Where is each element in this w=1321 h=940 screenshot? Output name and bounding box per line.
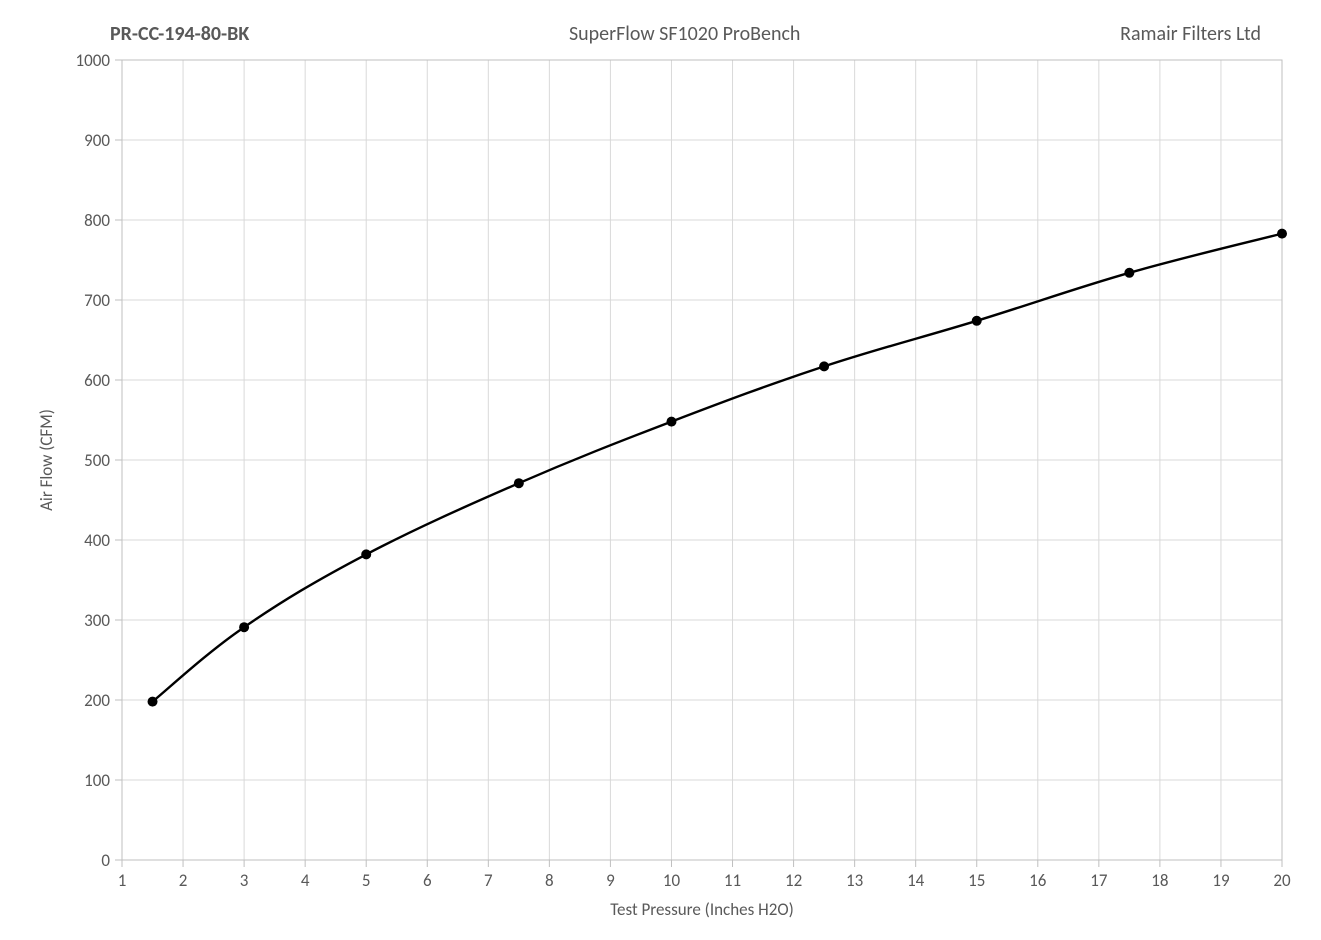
x-tick-label: 10	[663, 870, 681, 891]
x-tick-label: 14	[907, 870, 925, 891]
data-point	[361, 549, 371, 559]
y-tick-label: 700	[84, 290, 110, 311]
x-tick-label: 11	[724, 870, 741, 891]
x-tick-label: 17	[1090, 870, 1108, 891]
x-tick-label: 15	[968, 870, 985, 891]
y-tick-label: 900	[84, 130, 110, 151]
x-tick-label: 5	[362, 870, 371, 891]
data-point	[148, 697, 158, 707]
data-point	[1277, 229, 1287, 239]
x-tick-label: 19	[1212, 870, 1230, 891]
y-tick-label: 600	[84, 370, 110, 391]
y-tick-label: 300	[84, 610, 110, 631]
x-tick-label: 20	[1273, 870, 1291, 891]
y-tick-label: 200	[84, 690, 110, 711]
part-number: PR-CC-194-80-BK	[110, 22, 249, 46]
flow-chart: 1234567891011121314151617181920010020030…	[0, 0, 1321, 940]
data-point	[239, 622, 249, 632]
data-point	[666, 417, 676, 427]
x-tick-label: 1	[118, 870, 127, 891]
y-tick-label: 1000	[76, 50, 111, 71]
x-tick-label: 16	[1029, 870, 1047, 891]
data-point	[1124, 268, 1134, 278]
x-tick-label: 2	[179, 870, 188, 891]
x-tick-label: 8	[545, 870, 554, 891]
y-tick-label: 800	[84, 210, 110, 231]
y-tick-label: 0	[101, 850, 110, 871]
data-point	[514, 478, 524, 488]
x-tick-label: 3	[240, 870, 249, 891]
y-axis-label: Air Flow (CFM)	[36, 409, 57, 511]
y-tick-label: 500	[84, 450, 110, 471]
data-point	[819, 361, 829, 371]
chart-header: PR-CC-194-80-BK SuperFlow SF1020 ProBenc…	[0, 22, 1321, 46]
company-name: Ramair Filters Ltd	[1120, 22, 1261, 46]
bench-name: SuperFlow SF1020 ProBench	[569, 22, 800, 46]
x-tick-label: 7	[484, 870, 493, 891]
data-point	[972, 316, 982, 326]
x-tick-label: 12	[785, 870, 802, 891]
x-axis-label: Test Pressure (Inches H2O)	[610, 899, 793, 920]
y-tick-label: 100	[84, 770, 110, 791]
x-tick-label: 9	[606, 870, 615, 891]
y-tick-label: 400	[84, 530, 110, 551]
x-tick-label: 18	[1151, 870, 1168, 891]
x-tick-label: 13	[846, 870, 863, 891]
x-tick-label: 6	[423, 870, 432, 891]
x-tick-label: 4	[301, 870, 310, 891]
